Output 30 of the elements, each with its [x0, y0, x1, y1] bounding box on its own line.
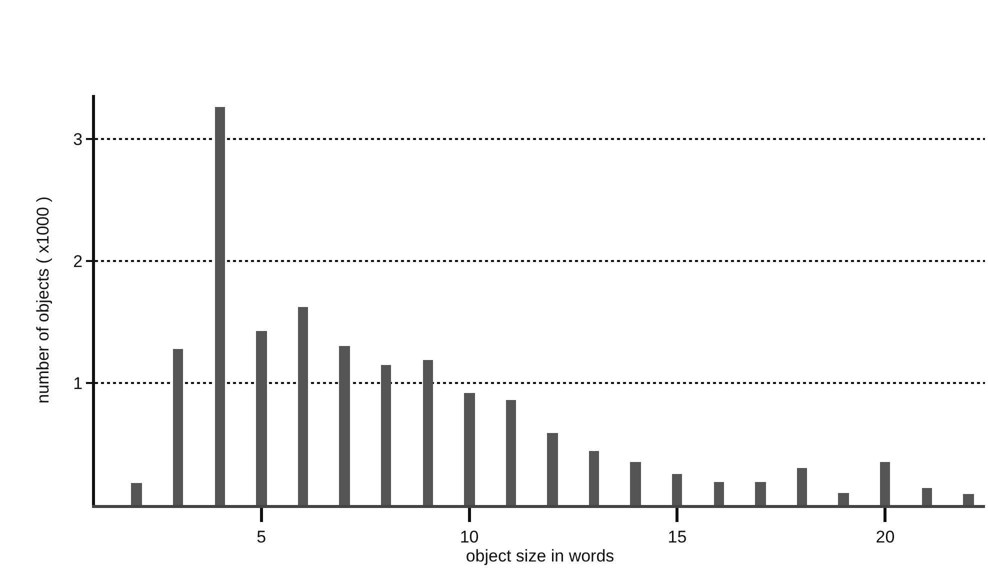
- bar: [963, 494, 974, 505]
- bar: [131, 483, 142, 505]
- bar: [506, 400, 516, 505]
- bar: [589, 451, 599, 505]
- bar: [838, 493, 849, 505]
- bar: [797, 468, 807, 505]
- x-tick-label: 15: [668, 527, 687, 546]
- bar: [464, 393, 475, 505]
- x-axis-title: object size in words: [466, 546, 614, 566]
- bar: [256, 331, 267, 505]
- bar: [547, 433, 558, 505]
- bar: [922, 488, 932, 505]
- x-tick-label: 10: [460, 527, 479, 546]
- bar: [714, 482, 724, 505]
- y-tick-label: 3: [73, 130, 83, 149]
- y-axis-title: number of objects ( x1000 ): [34, 196, 53, 404]
- bar: [423, 360, 433, 505]
- bar: [755, 482, 766, 505]
- x-tick-label: 5: [256, 527, 266, 546]
- bar: [173, 349, 183, 505]
- y-tick-label: 2: [73, 252, 83, 271]
- bar: [630, 462, 641, 505]
- bar: [215, 107, 225, 505]
- y-tick-label: 1: [73, 374, 83, 393]
- bar: [672, 474, 682, 505]
- bar: [880, 462, 890, 505]
- bar: [339, 346, 350, 505]
- x-tick-label: 20: [876, 527, 895, 546]
- bar: [381, 365, 391, 505]
- bar: [298, 307, 308, 505]
